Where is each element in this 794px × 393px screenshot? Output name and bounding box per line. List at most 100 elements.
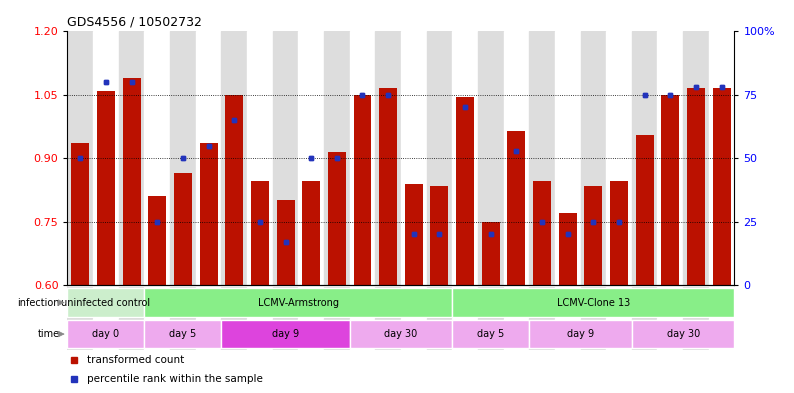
Bar [174, 173, 192, 285]
Bar [122, 78, 141, 285]
Bar [661, 95, 680, 285]
FancyBboxPatch shape [453, 288, 734, 317]
Bar [606, 318, 632, 350]
Bar [225, 95, 243, 285]
Bar [456, 97, 474, 285]
Bar [555, 31, 580, 285]
Bar [555, 287, 580, 318]
Text: uninfected control: uninfected control [61, 298, 151, 308]
Text: day 30: day 30 [384, 329, 418, 339]
Text: percentile rank within the sample: percentile rank within the sample [87, 374, 264, 384]
Bar [170, 287, 196, 318]
FancyBboxPatch shape [453, 320, 530, 348]
Bar [119, 31, 145, 285]
Bar [709, 318, 734, 350]
Bar [657, 31, 683, 285]
Bar [478, 318, 503, 350]
Bar [555, 318, 580, 350]
Text: day 9: day 9 [567, 329, 594, 339]
Bar [93, 287, 119, 318]
Text: day 30: day 30 [666, 329, 700, 339]
Bar [247, 287, 272, 318]
Bar [303, 182, 320, 285]
Bar [453, 287, 478, 318]
Bar [401, 287, 426, 318]
Bar [559, 213, 576, 285]
FancyBboxPatch shape [67, 288, 145, 317]
Bar [610, 182, 628, 285]
Text: GDS4556 / 10502732: GDS4556 / 10502732 [67, 16, 202, 29]
Bar [324, 287, 349, 318]
Bar [584, 185, 603, 285]
Bar [349, 318, 376, 350]
Bar [272, 31, 299, 285]
Bar [507, 131, 526, 285]
Bar [272, 287, 299, 318]
Bar [225, 95, 243, 285]
Bar [299, 318, 324, 350]
Bar [97, 90, 115, 285]
Bar [533, 182, 551, 285]
Bar [482, 222, 499, 285]
FancyBboxPatch shape [349, 320, 453, 348]
Bar [145, 31, 170, 285]
FancyBboxPatch shape [530, 320, 632, 348]
Bar [199, 143, 218, 285]
Bar [456, 97, 474, 285]
FancyBboxPatch shape [222, 320, 349, 348]
Bar [401, 31, 426, 285]
Bar [503, 31, 530, 285]
Bar [276, 200, 295, 285]
Bar [119, 287, 145, 318]
Bar [222, 287, 247, 318]
Bar [610, 182, 628, 285]
Bar [349, 31, 376, 285]
Bar [709, 287, 734, 318]
Bar [272, 318, 299, 350]
Bar [328, 152, 346, 285]
Bar [299, 287, 324, 318]
Bar [661, 95, 680, 285]
Bar [632, 318, 657, 350]
Text: day 5: day 5 [477, 329, 504, 339]
Bar [559, 213, 576, 285]
Bar [401, 318, 426, 350]
Bar [353, 95, 372, 285]
Bar [530, 31, 555, 285]
FancyBboxPatch shape [145, 320, 222, 348]
Bar [426, 31, 453, 285]
Bar [196, 318, 222, 350]
Bar [636, 135, 653, 285]
Bar [478, 31, 503, 285]
Bar [222, 31, 247, 285]
Bar [328, 152, 346, 285]
FancyBboxPatch shape [145, 288, 453, 317]
Bar [247, 318, 272, 350]
Bar [276, 200, 295, 285]
Bar [93, 31, 119, 285]
Bar [530, 318, 555, 350]
Bar [376, 31, 401, 285]
Bar [67, 287, 93, 318]
Bar [148, 196, 166, 285]
Bar [657, 287, 683, 318]
Bar [713, 88, 730, 285]
Bar [584, 185, 603, 285]
Text: time: time [37, 329, 60, 339]
Bar [478, 287, 503, 318]
Bar [530, 287, 555, 318]
Bar [251, 182, 269, 285]
Bar [580, 287, 606, 318]
Bar [199, 143, 218, 285]
Bar [119, 318, 145, 350]
Bar [533, 182, 551, 285]
Bar [380, 88, 397, 285]
Bar [196, 31, 222, 285]
Bar [683, 31, 709, 285]
Bar [709, 31, 734, 285]
Bar [148, 196, 166, 285]
Bar [71, 143, 89, 285]
Bar [71, 143, 89, 285]
Bar [426, 318, 453, 350]
Bar [632, 287, 657, 318]
